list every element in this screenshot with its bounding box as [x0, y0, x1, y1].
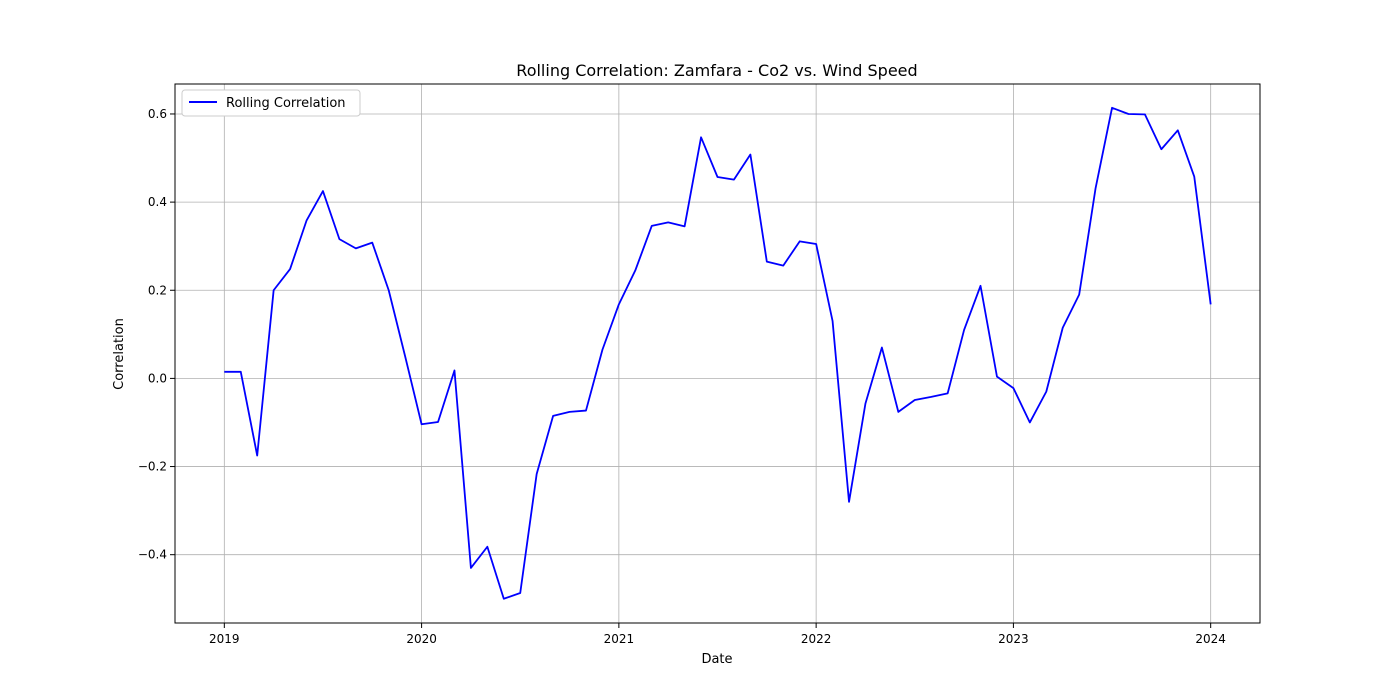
- y-axis: −0.4 −0.2 0.0 0.2 0.4 0.6: [138, 107, 175, 562]
- x-tick-label: 2023: [998, 632, 1029, 646]
- legend: Rolling Correlation: [181, 89, 361, 117]
- y-tick-label: 0.0: [148, 371, 167, 385]
- y-tick-label: −0.4: [138, 548, 167, 562]
- y-tick-label: 0.2: [148, 283, 167, 297]
- legend-box: [181, 89, 361, 117]
- x-tick-label: 2024: [1195, 632, 1226, 646]
- y-axis-label: Correlation: [112, 318, 127, 390]
- y-tick-label: 0.6: [148, 107, 167, 121]
- x-tick-label: 2021: [604, 632, 635, 646]
- plot-lines: [224, 106, 1212, 600]
- y-tick-label: 0.4: [148, 195, 167, 209]
- x-tick-label: 2019: [209, 632, 240, 646]
- x-axis: 2019 2020 2021 2022 2023 2024: [209, 623, 1226, 646]
- chart-title: Rolling Correlation: Zamfara - Co2 vs. W…: [516, 61, 917, 80]
- series-line: [224, 106, 1212, 600]
- legend-label: Rolling Correlation: [226, 96, 346, 111]
- x-axis-label: Date: [701, 652, 732, 667]
- x-tick-label: 2022: [801, 632, 832, 646]
- y-tick-label: −0.2: [138, 460, 167, 474]
- plot-frame: [174, 83, 1261, 624]
- x-tick-label: 2020: [406, 632, 437, 646]
